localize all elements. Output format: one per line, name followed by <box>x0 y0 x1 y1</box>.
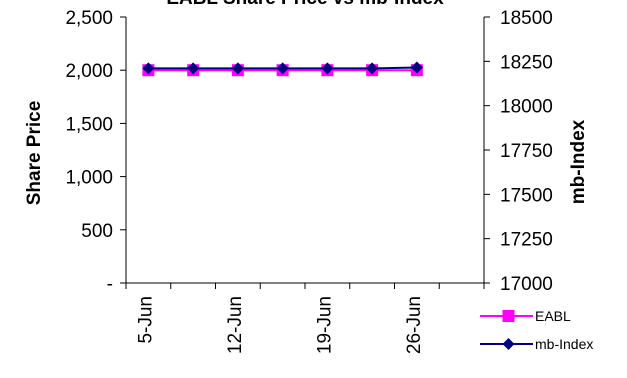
y-tick-label: 500 <box>81 221 113 242</box>
data-point-mb-index <box>321 62 334 75</box>
y-tick-label: 1,000 <box>65 168 113 189</box>
x-tick-label: 19-Jun <box>314 296 335 354</box>
data-point-mb-index <box>187 62 200 75</box>
legend-label-eabl: EABL <box>535 308 571 324</box>
legend-marker-eabl <box>502 310 515 322</box>
y2-tick-label: 18250 <box>500 52 553 73</box>
legend-label-mb-index: mb-Index <box>535 336 593 352</box>
y-tick-label: 2,500 <box>65 8 113 29</box>
y-tick-label: 1,500 <box>65 114 113 135</box>
y2-tick-label: 17000 <box>500 274 553 295</box>
y-tick-label: 2,000 <box>65 61 113 82</box>
legend-marker-mb-index <box>502 338 515 350</box>
y2-tick-label: 18000 <box>500 97 553 118</box>
y2-tick-label: 17500 <box>500 185 553 206</box>
data-point-mb-index <box>410 61 423 74</box>
y-axis-title: Share Price <box>24 101 45 206</box>
data-point-mb-index <box>276 62 289 75</box>
chart-title: EABL Share Price vs mb-Index <box>166 0 444 9</box>
y2-tick-label: 18500 <box>500 8 553 29</box>
data-point-mb-index <box>142 62 155 75</box>
x-tick-label: 12-Jun <box>225 296 246 354</box>
data-point-mb-index <box>366 62 379 75</box>
data-point-mb-index <box>231 62 244 75</box>
y2-tick-label: 17750 <box>500 141 553 162</box>
chart-series <box>142 61 423 77</box>
y2-tick-label: 17250 <box>500 230 553 251</box>
x-tick-label: 5-Jun <box>135 296 156 344</box>
y2-axis-title: mb-Index <box>568 119 589 204</box>
legend: EABL mb-Index <box>480 308 593 352</box>
x-tick-label: 26-Jun <box>404 296 425 354</box>
y-tick-label: - <box>107 274 113 295</box>
chart-axes <box>120 16 490 289</box>
tick-labels: - 500 1,000 1,500 2,000 2,500 17000 17250 17500 1… <box>65 8 552 354</box>
